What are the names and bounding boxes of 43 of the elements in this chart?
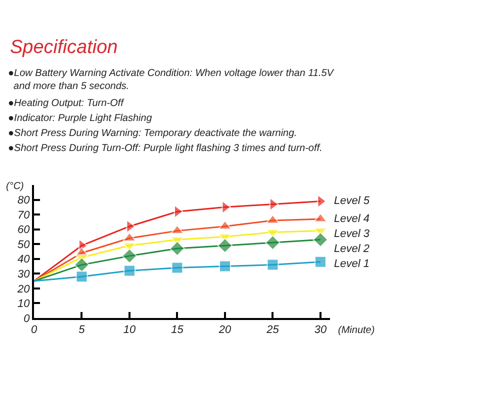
text: ●Low Battery Warning Activate Condition: When voltage lower than 11.5V and more than 5 seconds.	[8, 68, 335, 92]
point	[171, 262, 184, 274]
point	[170, 240, 185, 256]
point	[76, 270, 88, 283]
point	[314, 212, 328, 222]
y-tick-label: 10	[18, 298, 31, 310]
point	[122, 248, 138, 264]
point	[218, 260, 231, 272]
x-tick-label: 5	[78, 324, 86, 336]
y-tick-label: 60	[18, 224, 31, 236]
text: ●Heating Output: Turn-Off	[8, 98, 125, 109]
y-tick-label: 30	[18, 268, 31, 281]
x-tick-label: 20	[218, 324, 232, 336]
y-tick-label: 40	[18, 254, 31, 266]
x-tick-label: 15	[171, 324, 184, 336]
point	[123, 264, 136, 277]
point	[217, 238, 233, 254]
point	[174, 204, 184, 218]
point	[265, 234, 280, 250]
series-label: Level 5	[334, 195, 370, 207]
point	[266, 258, 279, 271]
y-tick-label: 50	[18, 238, 31, 251]
point	[74, 257, 90, 272]
y-tick-label: 70	[18, 209, 31, 222]
text: ●Short Press During Turn-Off: Purple light flashing 3 times and turn-off.	[8, 143, 322, 154]
x-tick-label: 25	[266, 324, 280, 336]
series-label: Level 3	[334, 228, 370, 240]
point	[218, 220, 232, 230]
point	[314, 256, 326, 268]
x-tick-label: 10	[123, 324, 136, 336]
y-tick-label: 80	[18, 194, 31, 207]
text: ●Short Press During Warning: Temporary deactivate the warning.	[8, 128, 297, 139]
series-label: Level 4	[334, 213, 370, 225]
point	[312, 232, 328, 248]
y-tick-label: 20	[16, 283, 31, 296]
text: ●Indicator: Purple Light Flashing	[8, 113, 152, 124]
y-axis-title: (°C)	[6, 181, 24, 192]
series-label: Level 2	[334, 243, 370, 255]
chart-title: Specification	[10, 37, 118, 58]
x-tick-label: 30	[314, 324, 328, 336]
y-tick-label: 0	[24, 312, 31, 325]
series-label: Level 1	[334, 258, 370, 270]
x-axis-title: (Minute)	[338, 325, 375, 336]
